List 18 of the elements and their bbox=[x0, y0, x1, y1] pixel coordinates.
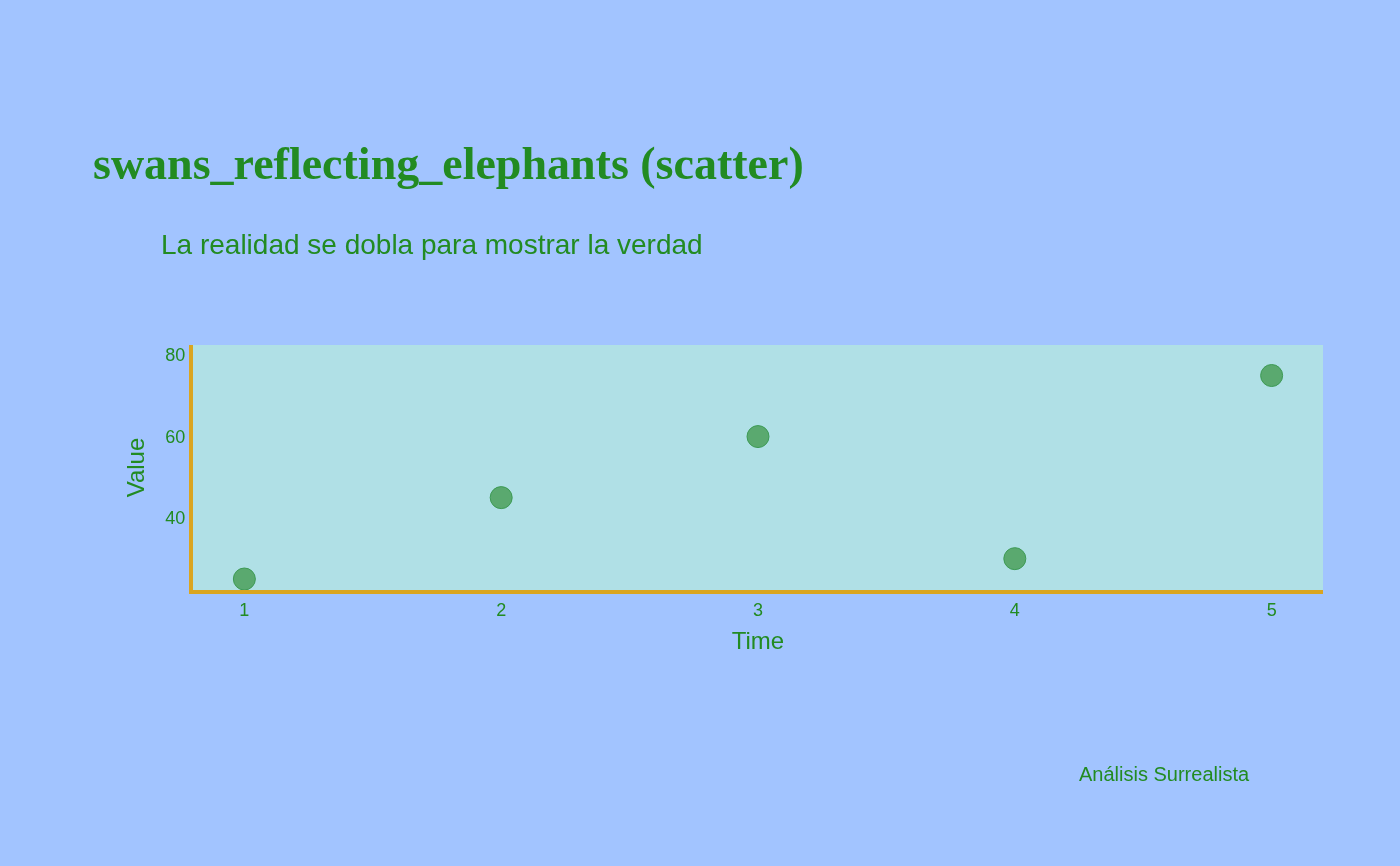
x-axis-title: Time bbox=[731, 627, 785, 655]
y-axis-title: Value bbox=[121, 437, 149, 498]
text: Análisis Surrealista bbox=[1079, 763, 1250, 785]
x-tick-label: 1 bbox=[239, 599, 250, 620]
x-tick-label: 4 bbox=[1009, 599, 1020, 620]
chart-title: swans_reflecting_elephants (scatter) bbox=[93, 138, 804, 189]
x-tick-label: 2 bbox=[496, 599, 507, 620]
point bbox=[232, 567, 256, 591]
x-tick-label: 5 bbox=[1266, 599, 1277, 620]
point bbox=[746, 425, 770, 449]
y-tick-label: 60 bbox=[165, 426, 186, 447]
point bbox=[1003, 547, 1027, 571]
chart-subtitle: La realidad se dobla para mostrar la verdad bbox=[161, 229, 703, 260]
x-tick-label: 3 bbox=[752, 599, 764, 620]
y-tick-label: 40 bbox=[165, 508, 186, 529]
point bbox=[489, 486, 513, 510]
point bbox=[1260, 364, 1284, 388]
y-tick-label: 80 bbox=[165, 345, 186, 366]
